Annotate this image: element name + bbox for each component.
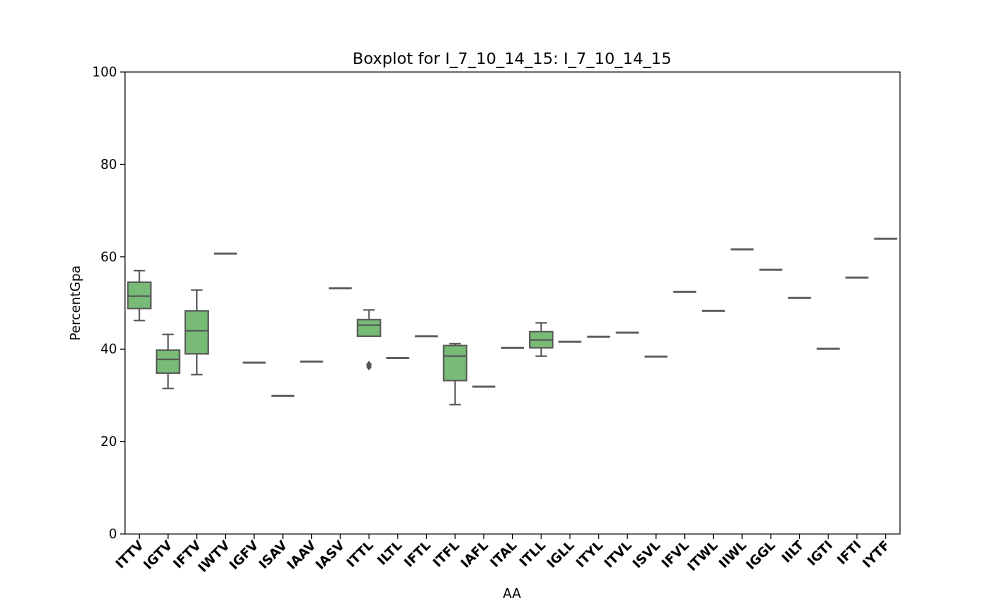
y-tick-label: 20	[100, 435, 117, 450]
box-ittv	[127, 269, 152, 322]
iqr-box	[155, 349, 181, 374]
y-tick-label: 0	[109, 528, 117, 543]
x-axis-label: AA	[503, 587, 521, 600]
box-igtv	[155, 333, 181, 390]
iqr-box	[184, 310, 209, 355]
iqr-box	[442, 344, 468, 382]
y-tick-label: 60	[100, 250, 117, 265]
iqr-box	[356, 318, 382, 338]
y-axis-label: PercentGpa	[69, 265, 84, 340]
box-itfl	[442, 342, 468, 406]
outlier-point	[366, 360, 372, 369]
y-axis: 0 20 40 60 80 100	[92, 66, 125, 543]
y-tick-label: 40	[100, 343, 117, 358]
box-itll	[528, 322, 554, 357]
y-tick-label: 80	[100, 158, 117, 173]
chart-title: Boxplot for I_7_10_14_15: I_7_10_14_15	[352, 49, 671, 69]
plot-area	[127, 237, 898, 406]
y-tick-label: 100	[92, 66, 117, 81]
box-ittl	[356, 309, 382, 371]
box-iftv	[184, 289, 209, 376]
